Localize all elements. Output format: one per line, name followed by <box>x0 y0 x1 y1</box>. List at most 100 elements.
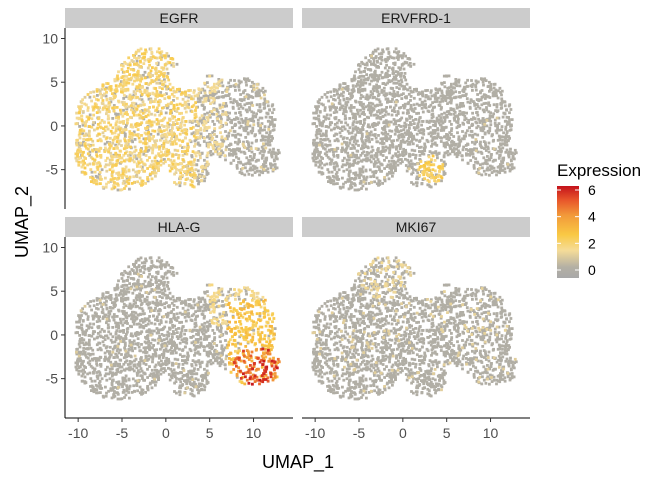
cell-point <box>441 166 444 169</box>
cell-point <box>357 144 360 147</box>
cell-point <box>118 156 122 160</box>
cell-point <box>175 96 179 100</box>
cell-point <box>162 370 166 374</box>
cell-point <box>227 134 230 138</box>
cell-point <box>124 151 127 155</box>
cell-point <box>317 119 321 123</box>
cell-point <box>239 105 243 108</box>
cell-point <box>197 124 200 128</box>
cell-point <box>501 164 505 168</box>
cell-point <box>191 394 195 397</box>
cell-point <box>392 118 396 121</box>
cell-point <box>136 128 140 131</box>
cell-point <box>172 65 176 68</box>
cell-point <box>502 131 505 135</box>
cell-point <box>335 92 339 96</box>
cell-point <box>380 91 384 94</box>
cell-point <box>387 57 391 60</box>
cell-point <box>398 106 401 110</box>
cell-point <box>112 153 116 157</box>
cell-point <box>481 166 484 170</box>
cell-point <box>247 145 251 149</box>
cell-point <box>207 99 211 102</box>
cell-point <box>362 110 365 114</box>
cell-point <box>196 179 199 182</box>
cell-point <box>327 170 331 174</box>
cell-point <box>167 164 171 167</box>
cell-point <box>192 306 195 310</box>
cell-point <box>160 150 163 154</box>
cell-point <box>176 88 179 91</box>
cell-point <box>377 109 381 112</box>
cell-point <box>462 122 465 126</box>
cell-point <box>322 115 326 119</box>
cell-point <box>99 182 102 185</box>
cell-point <box>251 173 254 177</box>
cell-point <box>127 56 131 60</box>
cell-point <box>158 145 161 149</box>
cell-point <box>270 152 273 155</box>
cell-point <box>418 146 421 149</box>
cell-point <box>137 78 141 81</box>
cell-point <box>358 182 362 185</box>
cell-point <box>259 89 263 93</box>
cell-point <box>423 149 427 153</box>
cell-point <box>116 74 119 78</box>
cell-point <box>380 131 384 135</box>
cell-point <box>470 148 473 152</box>
cell-point <box>452 147 456 150</box>
cell-point <box>203 290 206 294</box>
cell-point <box>200 121 204 125</box>
cell-point <box>467 121 470 125</box>
cell-point <box>124 128 128 131</box>
cell-point <box>161 87 164 91</box>
cell-point <box>350 155 354 159</box>
cell-point <box>390 56 394 60</box>
cell-point <box>377 165 381 169</box>
cell-point <box>479 98 483 102</box>
cell-point <box>211 361 215 365</box>
cell-point <box>121 323 125 327</box>
cell-point <box>86 138 90 141</box>
cell-point <box>171 132 174 136</box>
cell-point <box>335 106 338 110</box>
cell-point <box>220 95 224 99</box>
cell-point <box>91 317 95 321</box>
cell-point <box>89 91 92 94</box>
cell-point <box>457 135 461 139</box>
cell-point <box>381 50 385 54</box>
cell-point <box>503 119 507 123</box>
cell-point <box>130 123 133 127</box>
cell-point <box>383 132 387 135</box>
cell-point <box>257 109 260 112</box>
cell-point <box>470 122 474 126</box>
cell-point <box>374 55 378 58</box>
cell-point <box>153 159 157 163</box>
cell-point <box>450 97 453 100</box>
cell-point <box>380 88 384 92</box>
cell-point <box>158 335 161 338</box>
cell-point <box>159 154 162 158</box>
cell-point <box>393 110 397 113</box>
cell-point <box>320 143 323 146</box>
cell-point <box>134 170 138 174</box>
cell-point <box>120 160 123 164</box>
cell-point <box>159 70 163 74</box>
cell-point <box>243 173 247 177</box>
cell-point <box>130 151 134 155</box>
cell-point <box>205 160 209 164</box>
cell-point <box>325 95 329 99</box>
cell-point <box>153 309 156 312</box>
cell-point <box>371 106 374 110</box>
cell-point <box>163 54 166 58</box>
cell-point <box>224 94 227 98</box>
cell-point <box>508 118 511 122</box>
cell-point <box>471 152 475 156</box>
cell-point <box>494 109 497 112</box>
cell-point <box>131 95 134 99</box>
cell-point <box>202 338 206 341</box>
cell-point <box>164 56 167 60</box>
cell-point <box>445 110 449 114</box>
cell-point <box>219 151 222 155</box>
